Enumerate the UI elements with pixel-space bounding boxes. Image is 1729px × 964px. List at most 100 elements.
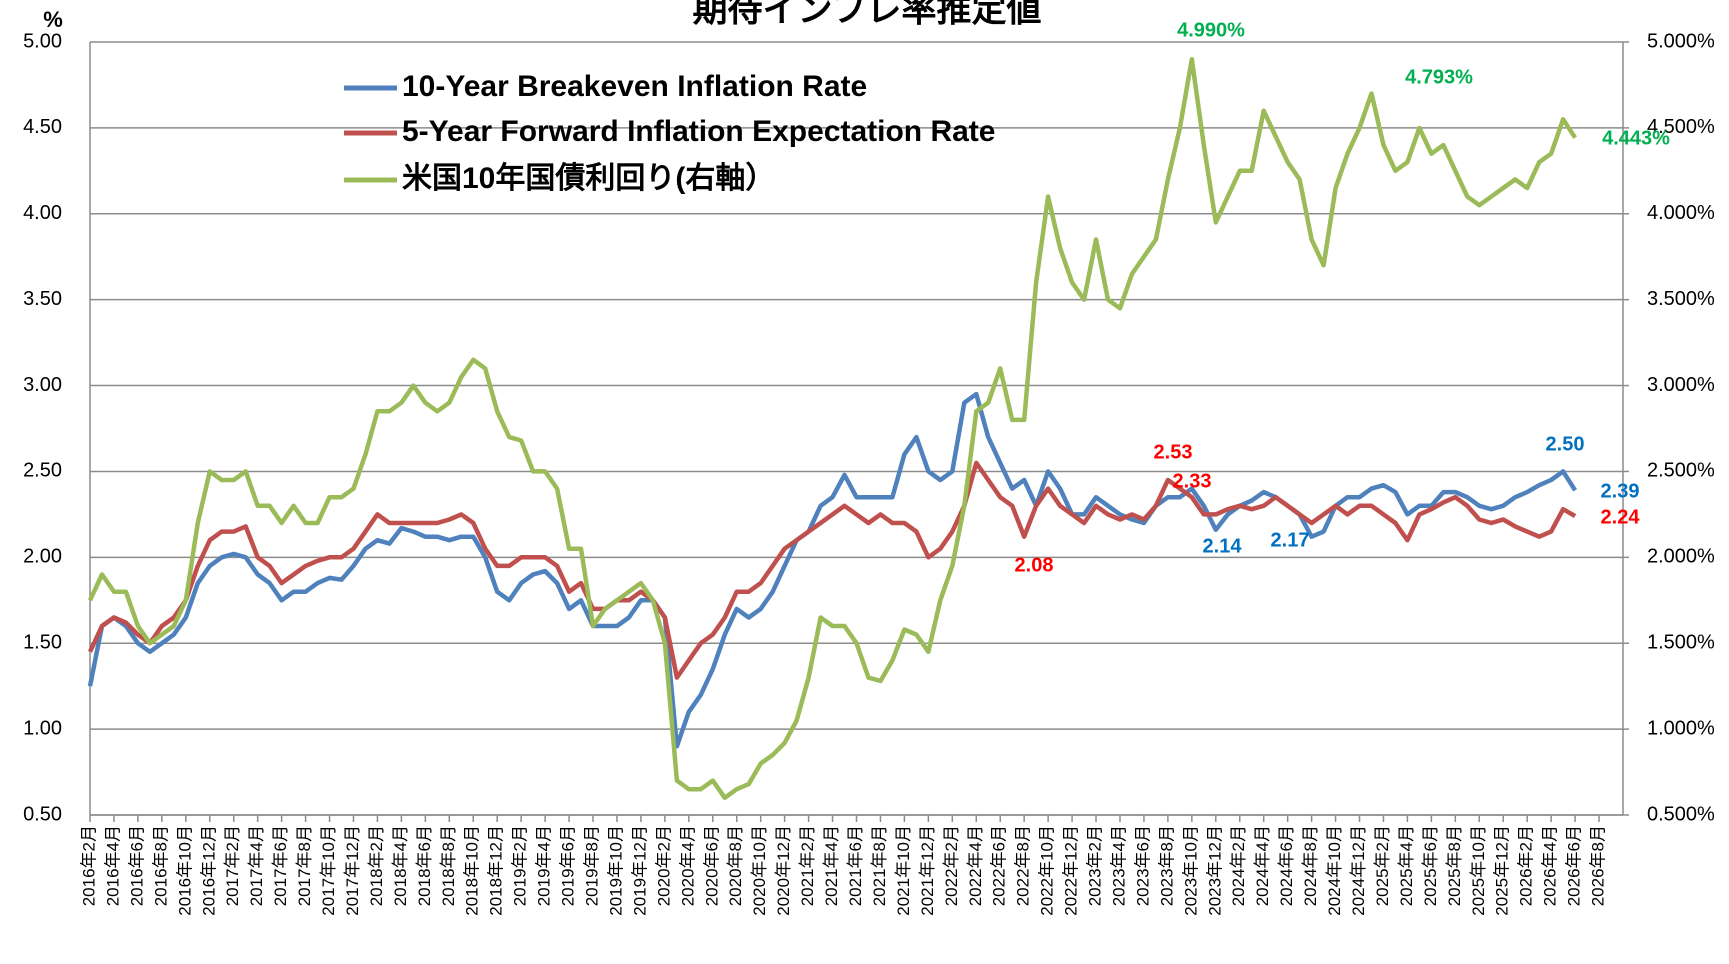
y2-tick-label: 5.000% <box>1647 30 1715 52</box>
y-tick-label: 4.00 <box>23 202 62 224</box>
x-tick-label: 2024年2月 <box>1229 825 1248 906</box>
x-tick-label: 2023年12月 <box>1205 825 1224 916</box>
x-tick-label: 2022年8月 <box>1014 825 1033 906</box>
x-tick-label: 2016年10月 <box>175 825 194 916</box>
y-tick-label: 2.00 <box>23 546 62 568</box>
annotation: 2.17 <box>1271 529 1310 551</box>
x-tick-label: 2021年12月 <box>918 825 937 916</box>
x-tick-label: 2019年12月 <box>630 825 649 916</box>
y2-tick-label: 1.500% <box>1647 632 1715 654</box>
y2-tick-label: 3.000% <box>1647 374 1715 396</box>
y-tick-label: 2.50 <box>23 460 62 482</box>
y2-tick-label: 4.000% <box>1647 202 1715 224</box>
x-tick-label: 2016年4月 <box>103 825 122 906</box>
x-tick-label: 2019年6月 <box>559 825 578 906</box>
x-tick-label: 2022年6月 <box>990 825 1009 906</box>
series-line <box>87 460 1577 680</box>
x-tick-label: 2022年10月 <box>1038 825 1057 916</box>
x-tick-label: 2017年10月 <box>319 825 338 916</box>
legend-label: 米国10年国債利回り(右軸） <box>402 161 775 195</box>
x-tick-label: 2019年10月 <box>606 825 625 916</box>
y2-tick-label: 3.500% <box>1647 288 1715 310</box>
x-tick-label: 2024年8月 <box>1301 825 1320 906</box>
x-tick-label: 2017年2月 <box>223 825 242 906</box>
series-line <box>87 391 1577 749</box>
x-tick-label: 2018年4月 <box>391 825 410 906</box>
y-axis-label: % <box>43 7 63 32</box>
annotation: 4.793% <box>1405 66 1473 88</box>
y2-tick-label: 2.500% <box>1647 460 1715 482</box>
x-tick-label: 2025年2月 <box>1373 825 1392 906</box>
x-tick-label: 2016年6月 <box>127 825 146 906</box>
x-tick-label: 2019年8月 <box>583 825 602 906</box>
annotation: 2.24 <box>1601 506 1641 528</box>
annotation: 4.990% <box>1177 19 1245 41</box>
chart-title: 期待インフレ率推定値 <box>693 0 1042 29</box>
x-tick-label: 2020年12月 <box>774 825 793 916</box>
legend-label: 10-Year Breakeven Inflation Rate <box>402 70 867 103</box>
x-tick-label: 2016年2月 <box>79 825 98 906</box>
x-tick-label: 2020年2月 <box>654 825 673 906</box>
x-tick-label: 2017年8月 <box>295 825 314 906</box>
x-tick-label: 2022年4月 <box>966 825 985 906</box>
x-tick-label: 2020年8月 <box>726 825 745 906</box>
annotation: 4.443% <box>1602 127 1670 149</box>
x-tick-label: 2020年4月 <box>678 825 697 906</box>
x-tick-label: 2024年6月 <box>1277 825 1296 906</box>
x-tick-label: 2017年12月 <box>343 825 362 916</box>
x-tick-label: 2026年6月 <box>1565 825 1584 906</box>
x-tick-label: 2022年12月 <box>1062 825 1081 916</box>
x-tick-label: 2022年2月 <box>942 825 961 906</box>
x-tick-label: 2019年2月 <box>511 825 530 906</box>
x-tick-label: 2024年10月 <box>1325 825 1344 916</box>
x-tick-label: 2021年6月 <box>846 825 865 906</box>
y-tick-label: 1.00 <box>23 717 62 739</box>
x-tick-label: 2025年10月 <box>1469 825 1488 916</box>
x-tick-label: 2018年12月 <box>487 825 506 916</box>
y-tick-label: 4.50 <box>23 116 62 138</box>
x-tick-label: 2023年2月 <box>1086 825 1105 906</box>
x-tick-label: 2019年4月 <box>535 825 554 906</box>
x-tick-label: 2026年8月 <box>1589 825 1608 906</box>
annotation: 2.33 <box>1173 470 1212 492</box>
x-tick-label: 2026年2月 <box>1517 825 1536 906</box>
annotation: 2.50 <box>1546 433 1585 455</box>
series-line <box>87 56 1577 801</box>
x-tick-label: 2026年4月 <box>1541 825 1560 906</box>
y2-tick-label: 1.000% <box>1647 717 1715 739</box>
y-tick-label: 1.50 <box>23 632 62 654</box>
y-tick-label: 5.00 <box>23 30 62 52</box>
x-tick-label: 2020年6月 <box>702 825 721 906</box>
x-tick-label: 2018年10月 <box>463 825 482 916</box>
legend-label: 5-Year Forward Inflation Expectation Rat… <box>402 115 995 148</box>
x-tick-label: 2018年2月 <box>367 825 386 906</box>
x-tick-label: 2021年10月 <box>894 825 913 916</box>
x-tick-label: 2016年12月 <box>199 825 218 916</box>
x-tick-label: 2023年10月 <box>1181 825 1200 916</box>
x-tick-label: 2023年6月 <box>1133 825 1152 906</box>
y2-tick-label: 4.500% <box>1647 116 1715 138</box>
x-tick-label: 2025年4月 <box>1397 825 1416 906</box>
y-tick-label: 0.50 <box>23 803 62 825</box>
x-tick-label: 2018年8月 <box>439 825 458 906</box>
x-tick-label: 2025年6月 <box>1421 825 1440 906</box>
x-tick-label: 2021年8月 <box>870 825 889 906</box>
annotation: 2.08 <box>1015 554 1054 576</box>
x-tick-label: 2023年8月 <box>1157 825 1176 906</box>
x-tick-label: 2016年8月 <box>151 825 170 906</box>
annotation: 2.39 <box>1601 480 1640 502</box>
y-tick-label: 3.50 <box>23 288 62 310</box>
x-tick-label: 2018年6月 <box>415 825 434 906</box>
x-tick-label: 2025年8月 <box>1445 825 1464 906</box>
x-tick-label: 2017年4月 <box>247 825 266 906</box>
x-tick-label: 2021年2月 <box>798 825 817 906</box>
y2-tick-label: 0.500% <box>1647 803 1715 825</box>
x-tick-label: 2024年12月 <box>1349 825 1368 916</box>
x-tick-label: 2024年4月 <box>1253 825 1272 906</box>
y-tick-label: 3.00 <box>23 374 62 396</box>
y2-tick-label: 2.000% <box>1647 546 1715 568</box>
x-tick-label: 2020年10月 <box>750 825 769 916</box>
x-tick-label: 2017年6月 <box>271 825 290 906</box>
x-tick-label: 2021年4月 <box>822 825 841 906</box>
